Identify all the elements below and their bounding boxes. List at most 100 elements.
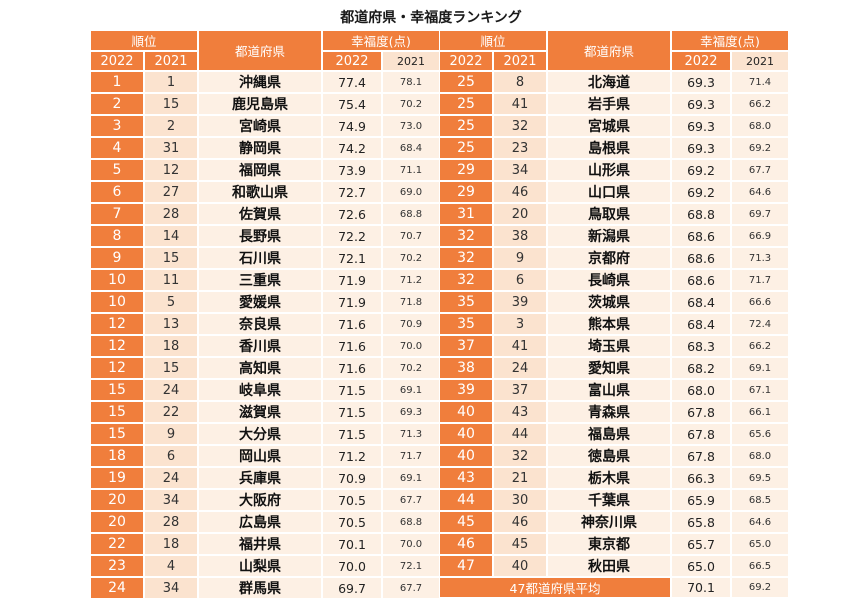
table-row: 2 15 鹿児島県 75.4 70.2 [91, 94, 439, 116]
prefecture-name: 高知県 [199, 358, 321, 380]
score-2022: 75.4 [323, 94, 381, 116]
prefecture-name: 島根県 [548, 138, 670, 160]
rank-2021-header: 2021 [145, 52, 197, 72]
score-2022: 65.8 [672, 512, 730, 534]
score-2021: 68.8 [383, 204, 439, 226]
rank-2022: 1 [91, 72, 143, 94]
score-2021: 64.6 [732, 182, 788, 204]
score-2021: 70.0 [383, 534, 439, 556]
score-2022: 68.3 [672, 336, 730, 358]
score-2022: 73.9 [323, 160, 381, 182]
rank-2022: 12 [91, 358, 143, 380]
rank-2022: 15 [91, 424, 143, 446]
table-row: 43 21 栃木県 66.3 69.5 [440, 468, 788, 490]
rank-2022: 29 [440, 182, 492, 204]
score-2021: 70.2 [383, 248, 439, 270]
average-row: 47都道府県平均 70.1 69.2 [440, 578, 788, 599]
rank-2022-header: 2022 [91, 52, 143, 72]
table-row: 12 15 高知県 71.6 70.2 [91, 358, 439, 380]
rank-2022: 23 [91, 556, 143, 578]
rank-2021: 45 [494, 534, 546, 556]
prefecture-header: 都道府県 [199, 31, 321, 72]
score-2021: 68.5 [732, 490, 788, 512]
prefecture-name: 香川県 [199, 336, 321, 358]
score-2021: 66.2 [732, 94, 788, 116]
score-2021: 66.1 [732, 402, 788, 424]
table-row: 29 34 山形県 69.2 67.7 [440, 160, 788, 182]
score-2021: 71.2 [383, 270, 439, 292]
score-2021: 65.6 [732, 424, 788, 446]
rank-2021: 30 [494, 490, 546, 512]
score-2022: 71.9 [323, 270, 381, 292]
rank-2021: 13 [145, 314, 197, 336]
table-row: 40 43 青森県 67.8 66.1 [440, 402, 788, 424]
table-row: 35 3 熊本県 68.4 72.4 [440, 314, 788, 336]
score-2021: 69.7 [732, 204, 788, 226]
rank-2022: 38 [440, 358, 492, 380]
score-2021: 70.2 [383, 358, 439, 380]
table-row: 47 40 秋田県 65.0 66.5 [440, 556, 788, 578]
rank-2021: 44 [494, 424, 546, 446]
score-2022: 74.2 [323, 138, 381, 160]
rank-2021: 38 [494, 226, 546, 248]
prefecture-name: 福井県 [199, 534, 321, 556]
score-2022-header: 2022 [323, 52, 381, 72]
prefecture-name: 長崎県 [548, 270, 670, 292]
prefecture-name: 奈良県 [199, 314, 321, 336]
score-2022: 70.5 [323, 512, 381, 534]
table-row: 8 14 長野県 72.2 70.7 [91, 226, 439, 248]
prefecture-name: 滋賀県 [199, 402, 321, 424]
rank-2021: 27 [145, 182, 197, 204]
rank-2022: 22 [91, 534, 143, 556]
score-2022: 69.2 [672, 182, 730, 204]
score-2022: 70.1 [323, 534, 381, 556]
score-2022: 71.6 [323, 358, 381, 380]
score-2021: 71.4 [732, 72, 788, 94]
score-2021: 64.6 [732, 512, 788, 534]
table-row: 7 28 佐賀県 72.6 68.8 [91, 204, 439, 226]
score-2022: 67.8 [672, 446, 730, 468]
table-row: 22 18 福井県 70.1 70.0 [91, 534, 439, 556]
rank-2022: 6 [91, 182, 143, 204]
table-row: 39 37 富山県 68.0 67.1 [440, 380, 788, 402]
prefecture-name: 三重県 [199, 270, 321, 292]
score-2022: 70.5 [323, 490, 381, 512]
score-2021: 66.6 [732, 292, 788, 314]
rank-2021: 41 [494, 336, 546, 358]
table-row: 15 24 岐阜県 71.5 69.1 [91, 380, 439, 402]
score-2021: 68.0 [732, 116, 788, 138]
average-2021: 69.2 [732, 578, 788, 599]
ranking-table-left: 順位 都道府県 幸福度(点) 2022 2021 2022 2021 1 1 沖縄県… [89, 31, 441, 600]
rank-2021: 9 [494, 248, 546, 270]
rank-2022: 9 [91, 248, 143, 270]
score-2021: 68.8 [383, 512, 439, 534]
table-row: 1 1 沖縄県 77.4 78.1 [91, 72, 439, 94]
prefecture-name: 神奈川県 [548, 512, 670, 534]
prefecture-name: 埼玉県 [548, 336, 670, 358]
rank-2021: 46 [494, 182, 546, 204]
rank-2021: 28 [145, 512, 197, 534]
table-row: 15 22 滋賀県 71.5 69.3 [91, 402, 439, 424]
score-2021: 69.0 [383, 182, 439, 204]
rank-2022: 35 [440, 292, 492, 314]
rank-2022: 47 [440, 556, 492, 578]
rank-2022: 15 [91, 402, 143, 424]
rank-2022: 10 [91, 292, 143, 314]
rank-2022: 24 [91, 578, 143, 600]
table-row: 10 11 三重県 71.9 71.2 [91, 270, 439, 292]
rank-2022: 20 [91, 512, 143, 534]
table-row: 40 32 徳島県 67.8 68.0 [440, 446, 788, 468]
rank-2021: 1 [145, 72, 197, 94]
rank-2021: 20 [494, 204, 546, 226]
table-row: 20 28 広島県 70.5 68.8 [91, 512, 439, 534]
rank-2022: 43 [440, 468, 492, 490]
rank-2021: 18 [145, 336, 197, 358]
rank-2022: 3 [91, 116, 143, 138]
score-2021: 71.8 [383, 292, 439, 314]
rank-2022: 35 [440, 314, 492, 336]
rank-2021: 37 [494, 380, 546, 402]
score-2022: 65.7 [672, 534, 730, 556]
rank-2022: 32 [440, 270, 492, 292]
rank-2021: 39 [494, 292, 546, 314]
score-2022: 72.7 [323, 182, 381, 204]
